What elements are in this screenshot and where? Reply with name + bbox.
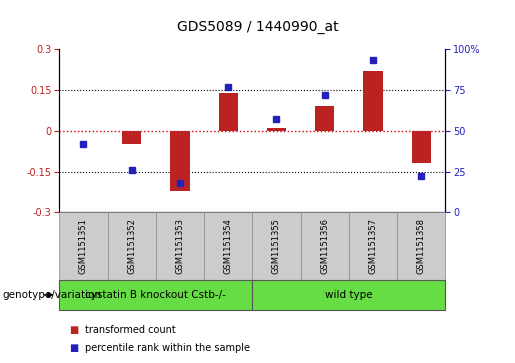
Text: ■: ■	[70, 343, 79, 354]
Bar	[170, 131, 190, 191]
Bar	[315, 106, 334, 131]
Text: GSM1151351: GSM1151351	[79, 218, 88, 274]
Text: GSM1151356: GSM1151356	[320, 218, 329, 274]
Text: GSM1151355: GSM1151355	[272, 218, 281, 274]
Text: percentile rank within the sample: percentile rank within the sample	[85, 343, 250, 354]
Text: GSM1151357: GSM1151357	[369, 218, 377, 274]
Text: transformed count: transformed count	[85, 325, 176, 335]
Text: GSM1151354: GSM1151354	[224, 218, 233, 274]
Bar	[218, 93, 238, 131]
Text: GSM1151353: GSM1151353	[176, 218, 184, 274]
Bar	[364, 71, 383, 131]
Bar	[267, 128, 286, 131]
Text: GDS5089 / 1440990_at: GDS5089 / 1440990_at	[177, 20, 338, 34]
Text: GSM1151358: GSM1151358	[417, 218, 426, 274]
Text: cystatin B knockout Cstb-/-: cystatin B knockout Cstb-/-	[85, 290, 226, 300]
Text: ■: ■	[70, 325, 79, 335]
Text: genotype/variation: genotype/variation	[3, 290, 101, 300]
Bar	[411, 131, 431, 163]
Text: wild type: wild type	[325, 290, 373, 300]
Bar	[122, 131, 141, 144]
Text: GSM1151352: GSM1151352	[127, 218, 136, 274]
